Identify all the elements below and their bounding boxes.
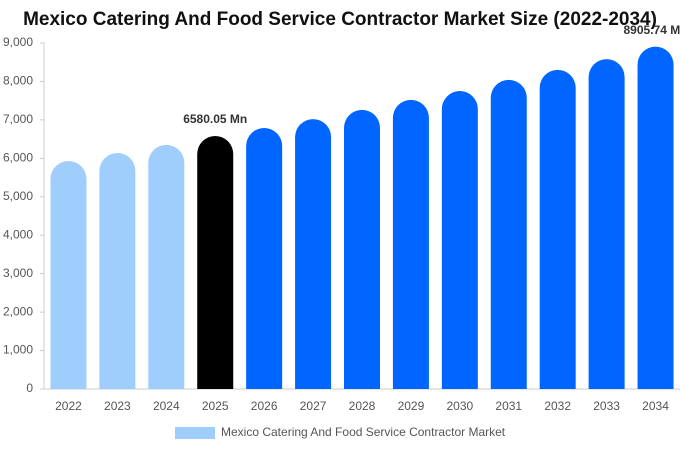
data-label: 8905.74 Mn <box>624 23 680 37</box>
y-tick-label: 4,000 <box>3 227 33 241</box>
x-tick-label: 2032 <box>544 399 571 413</box>
x-tick-label: 2030 <box>446 399 473 413</box>
x-tick-label: 2034 <box>642 399 669 413</box>
y-tick-label: 7,000 <box>3 112 33 126</box>
x-tick-label: 2031 <box>495 399 522 413</box>
bar <box>295 119 332 389</box>
y-tick-label: 6,000 <box>3 151 33 165</box>
y-tick-label: 5,000 <box>3 189 33 203</box>
bar <box>539 69 576 390</box>
y-tick-label: 3,000 <box>3 266 33 280</box>
x-tick-label: 2029 <box>398 399 425 413</box>
y-tick-label: 8,000 <box>3 74 33 88</box>
y-tick-label: 2,000 <box>3 304 33 318</box>
legend-label: Mexico Catering And Food Service Contrac… <box>221 425 506 439</box>
bar <box>197 136 234 389</box>
x-tick-label: 2026 <box>251 399 278 413</box>
bar <box>246 127 283 390</box>
x-tick-label: 2024 <box>153 399 180 413</box>
legend-swatch <box>175 427 215 439</box>
chart-title: Mexico Catering And Food Service Contrac… <box>23 9 657 30</box>
x-tick-label: 2027 <box>300 399 327 413</box>
x-tick-label: 2023 <box>104 399 131 413</box>
x-tick-label: 2033 <box>593 399 620 413</box>
bar <box>441 91 478 390</box>
bar <box>344 109 380 389</box>
data-label: 6580.05 Mn <box>183 112 247 126</box>
bar <box>99 152 136 389</box>
y-tick-label: 0 <box>26 381 33 395</box>
bar <box>148 144 185 389</box>
bar <box>637 46 674 389</box>
x-tick-label: 2022 <box>55 399 82 413</box>
bar <box>50 161 87 389</box>
x-tick-label: 2025 <box>202 399 229 413</box>
y-tick-label: 9,000 <box>3 35 33 49</box>
y-tick-label: 1,000 <box>3 343 33 357</box>
bar <box>588 59 625 389</box>
bar <box>490 79 527 389</box>
bar <box>392 99 429 390</box>
x-tick-label: 2028 <box>349 399 376 413</box>
